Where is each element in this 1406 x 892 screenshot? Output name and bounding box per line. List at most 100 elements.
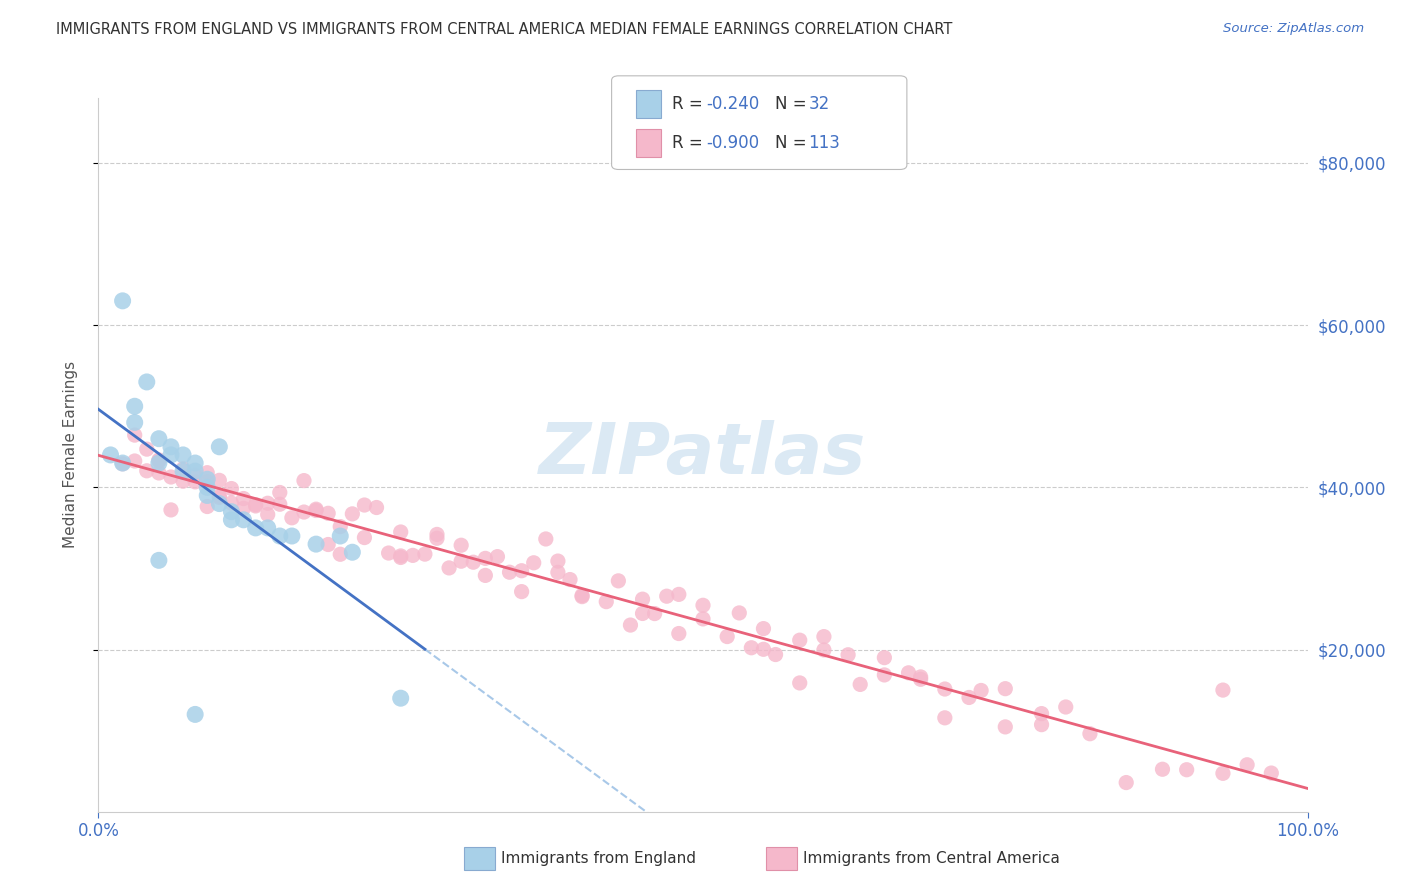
Point [571,590,593,604]
Point [619,618,641,632]
Point [716,630,738,644]
Point [208,474,231,488]
Point [245,498,267,512]
Point [184,707,207,722]
Point [789,676,811,690]
Point [292,505,315,519]
Point [523,556,546,570]
Point [172,448,194,462]
Point [195,466,218,480]
Point [208,491,231,505]
Point [426,531,449,545]
Point [463,555,485,569]
Text: 113: 113 [808,134,841,152]
Text: ZIPatlas: ZIPatlas [540,420,866,490]
Point [111,293,134,308]
Point [256,521,278,535]
Point [208,497,231,511]
Point [221,505,243,519]
Point [111,457,134,471]
Point [195,500,218,514]
Point [100,448,122,462]
Point [957,690,980,705]
Point [910,673,932,687]
Point [148,432,170,446]
Point [269,497,291,511]
Point [269,529,291,543]
Point [510,564,533,578]
Point [221,482,243,496]
Point [195,475,218,489]
Point [910,670,932,684]
Point [450,538,472,552]
Point [571,589,593,603]
Point [1260,766,1282,780]
Point [486,549,509,564]
Point [547,554,569,568]
Point [934,681,956,696]
Point [256,508,278,522]
Point [789,633,811,648]
Point [245,499,267,513]
Point [184,468,207,483]
Point [124,399,146,413]
Point [316,537,339,551]
Point [195,472,218,486]
Text: Immigrants from Central America: Immigrants from Central America [803,851,1060,865]
Point [148,553,170,567]
Point [389,549,412,563]
Point [316,506,339,520]
Point [148,454,170,468]
Point [232,513,254,527]
Point [329,529,352,543]
Point [329,519,352,533]
Point [1236,757,1258,772]
Point [1078,727,1101,741]
Text: -0.240: -0.240 [706,95,759,113]
Point [873,668,896,682]
Point [135,464,157,478]
Point [644,607,666,621]
Point [402,549,425,563]
Text: Source: ZipAtlas.com: Source: ZipAtlas.com [1223,22,1364,36]
Point [474,568,496,582]
Point [897,665,920,680]
Point [558,573,581,587]
Point [160,440,183,454]
Point [426,527,449,541]
Point [305,503,328,517]
Point [160,470,183,484]
Point [124,416,146,430]
Point [232,501,254,516]
Point [1054,700,1077,714]
Point [970,683,993,698]
Point [934,711,956,725]
Point [413,547,436,561]
Point [342,507,364,521]
Text: Immigrants from England: Immigrants from England [501,851,696,865]
Point [752,642,775,657]
Point [994,681,1017,696]
Point [547,566,569,580]
Point [389,550,412,565]
Point [437,561,460,575]
Text: N =: N = [775,95,811,113]
Point [269,485,291,500]
Point [668,587,690,601]
Point [184,464,207,478]
Point [607,574,630,588]
Text: N =: N = [775,134,811,152]
Point [305,537,328,551]
Point [1212,683,1234,698]
Point [292,474,315,488]
Text: R =: R = [672,134,709,152]
Point [595,594,617,608]
Point [1152,762,1174,776]
Point [281,510,304,524]
Point [221,513,243,527]
Point [873,650,896,665]
Text: IMMIGRANTS FROM ENGLAND VS IMMIGRANTS FROM CENTRAL AMERICA MEDIAN FEMALE EARNING: IMMIGRANTS FROM ENGLAND VS IMMIGRANTS FR… [56,22,953,37]
Point [510,584,533,599]
Point [1031,717,1053,731]
Point [184,456,207,470]
